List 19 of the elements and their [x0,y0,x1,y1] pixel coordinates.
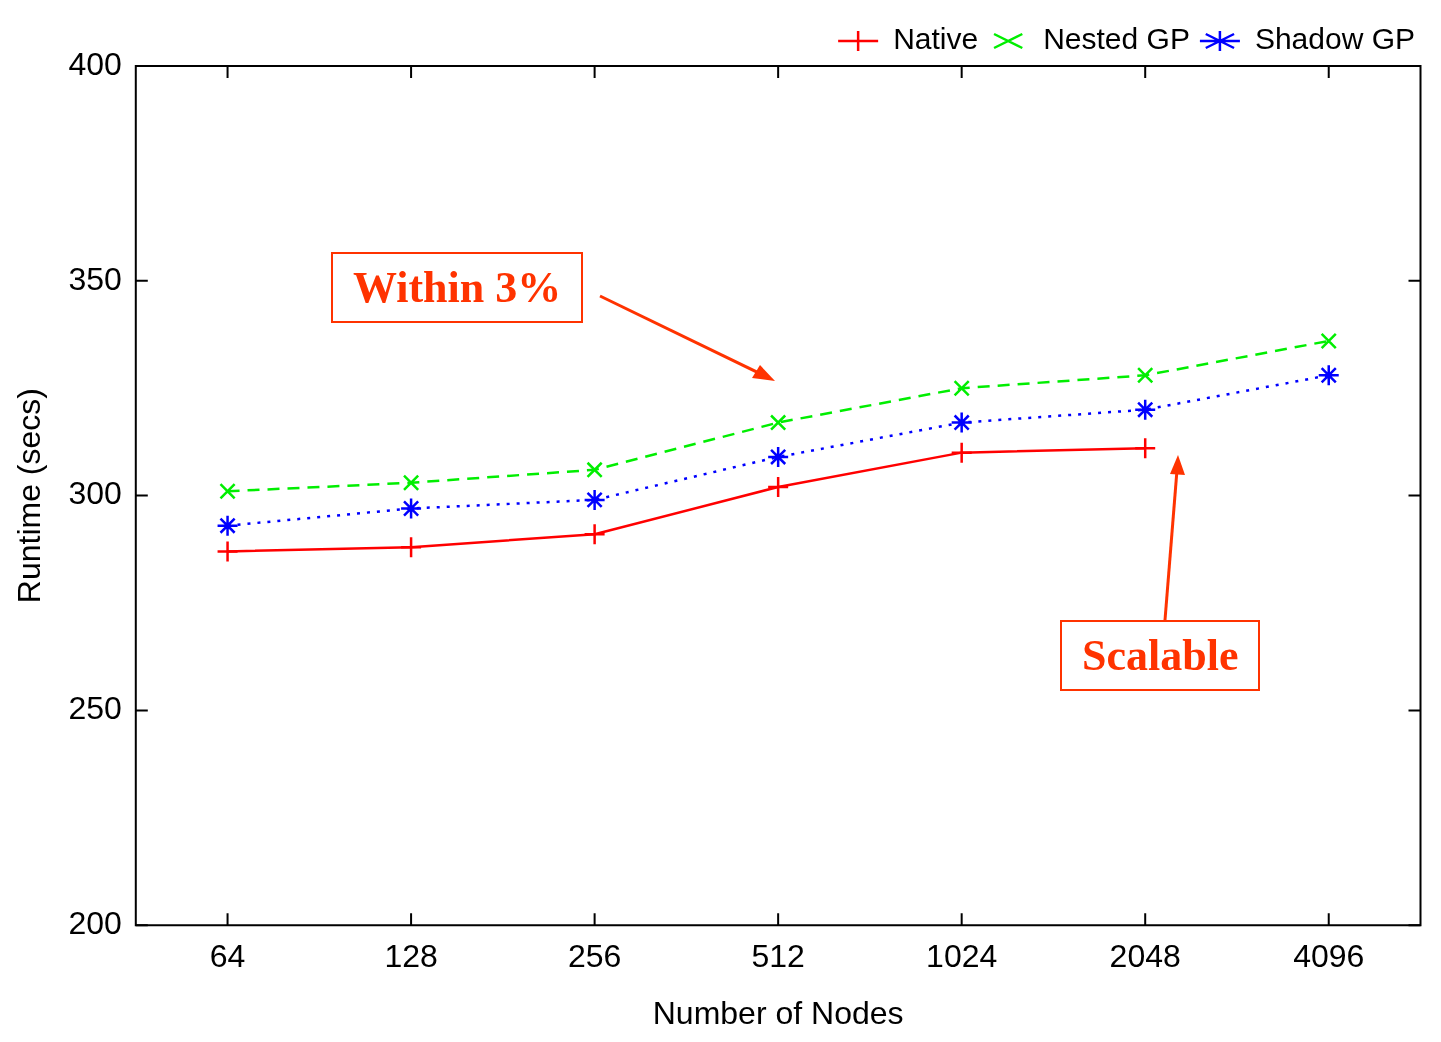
x-tick-label: 64 [209,938,246,975]
x-tick-label: 4096 [1293,938,1365,975]
y-axis-title: Runtime (secs) [11,388,48,604]
y-tick-label: 300 [68,475,122,512]
legend-label: Native [893,22,979,56]
legend-label: Shadow GP [1254,22,1415,56]
x-tick-label: 256 [567,938,622,975]
y-tick-label: 200 [68,905,122,942]
y-tick-label: 250 [68,690,122,727]
annotation: Within 3% [331,252,584,323]
annotation: Scalable [1060,620,1261,691]
y-tick-label: 400 [68,45,122,82]
x-tick-label: 1024 [926,938,998,975]
x-tick-label: 2048 [1109,938,1181,975]
y-tick-label: 350 [68,260,122,297]
x-axis-title: Number of Nodes [652,994,904,1031]
legend-label: Nested GP [1043,22,1190,56]
x-tick-label: 512 [751,938,805,975]
x-tick-label: 128 [384,938,438,975]
